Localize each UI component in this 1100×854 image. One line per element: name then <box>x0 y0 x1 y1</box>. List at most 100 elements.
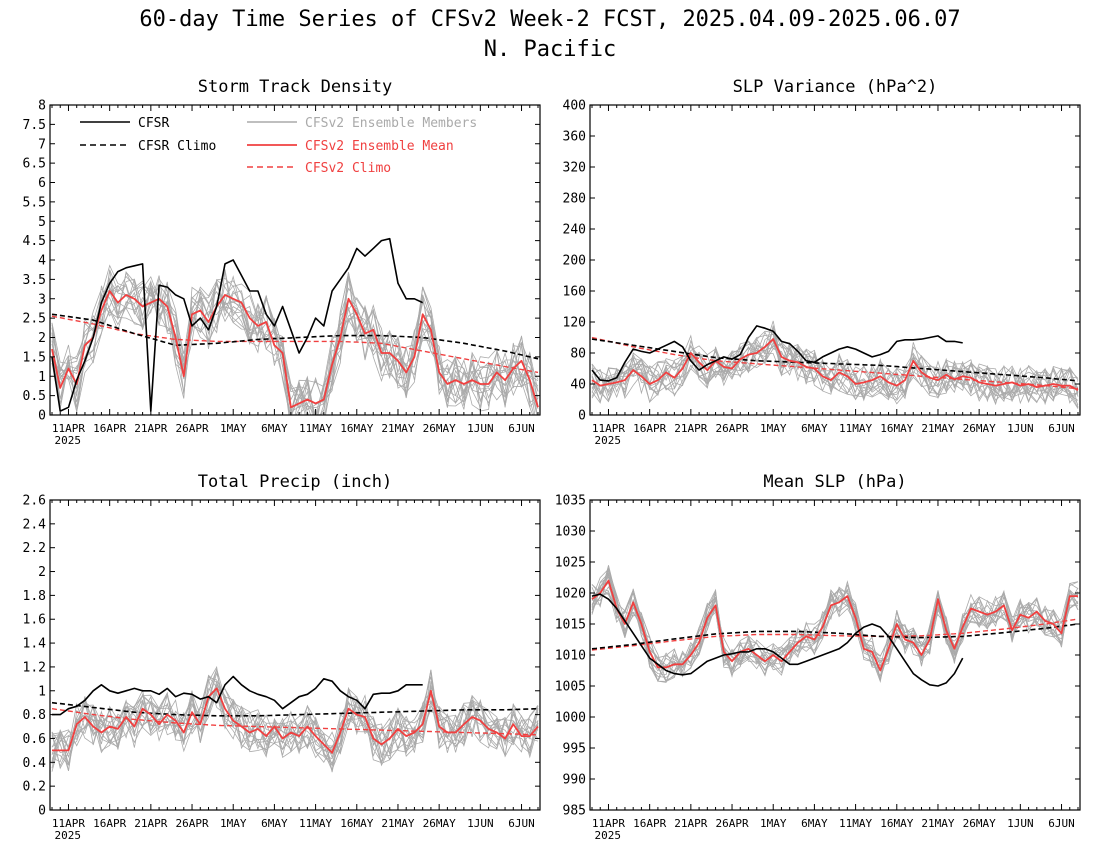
x-tick-label: 26APR <box>715 422 748 435</box>
cfsv2-climo-line <box>591 336 1079 390</box>
y-tick-label: 280 <box>563 192 586 207</box>
x-tick-label: 1MAY <box>760 422 787 435</box>
y-tick-label: 80 <box>570 347 586 362</box>
x-tick-label: 11MAY <box>839 422 872 435</box>
ensemble-member-line <box>51 273 539 415</box>
ensemble-member-line <box>51 264 539 415</box>
y-tick-label: 8 <box>38 99 46 114</box>
y-tick-label: 1010 <box>555 649 586 664</box>
ensemble-member-line <box>591 581 1079 676</box>
legend-label-cfsr: CFSR <box>138 116 169 131</box>
cfsr-climo-line <box>51 701 539 717</box>
ensemble-member-line <box>591 339 1079 399</box>
cfsr-line <box>591 593 964 687</box>
ensemble-member-line <box>51 687 539 768</box>
x-tick-label: 21APR <box>134 422 167 435</box>
y-tick-label: 200 <box>563 254 586 269</box>
y-tick-label: 1020 <box>555 587 586 602</box>
x-tick-label: 6JUN <box>1048 422 1075 435</box>
x-tick-label: 1JUN <box>1007 817 1034 830</box>
x-tick-label: 16MAY <box>340 422 373 435</box>
cfsv2-climo-line <box>51 708 539 736</box>
y-tick-label: 2.4 <box>23 517 47 532</box>
cfsr-climo-line <box>51 313 539 360</box>
cfsr-climo-line <box>591 623 1079 650</box>
y-tick-label: 1005 <box>555 680 586 695</box>
x-tick-label: 1MAY <box>760 817 787 830</box>
x-year-label: 2025 <box>594 434 621 447</box>
x-tick-label: 11MAY <box>299 422 332 435</box>
x-tick-label: 6JUN <box>508 422 535 435</box>
y-tick-label: 2.6 <box>23 494 46 509</box>
x-tick-label: 16MAY <box>340 817 373 830</box>
x-tick-label: 1JUN <box>467 817 494 830</box>
ensemble-mean-line <box>51 290 539 409</box>
y-tick-label: 1030 <box>555 525 586 540</box>
y-tick-label: 2 <box>38 331 46 346</box>
x-tick-label: 11MAY <box>299 817 332 830</box>
cfsr-line <box>51 237 424 412</box>
y-tick-label: 120 <box>563 316 586 331</box>
y-tick-label: 240 <box>563 223 586 238</box>
ensemble-member-line <box>591 586 1079 682</box>
panels: Storm Track Density 0 0.5 1 1.5 2 2.5 3 3.5 4 4.5 5… <box>23 77 1081 842</box>
ensemble-member-line <box>591 570 1079 682</box>
panel-2: SLP Variance (hPa^2) 0 40 80 120 160 200 240 280… <box>563 77 1081 447</box>
y-tick-label: 2.2 <box>23 541 46 556</box>
y-tick-label: 6 <box>38 176 46 191</box>
y-tick-label: 1.5 <box>23 350 46 365</box>
x-tick-label: 11APR <box>52 817 85 830</box>
ensemble-member-line <box>51 271 539 415</box>
ensemble-member-line <box>591 572 1079 680</box>
x-tick-label: 1MAY <box>220 422 247 435</box>
ensemble-mean-line <box>591 338 1079 391</box>
y-tick-label: 1.8 <box>23 589 46 604</box>
figure-title: 60-day Time Series of CFSv2 Week-2 FCST,… <box>139 7 960 32</box>
y-tick-label: 4.5 <box>23 234 46 249</box>
panel-1: Storm Track Density 0 0.5 1 1.5 2 2.5 3 3.5 4 4.5 5… <box>23 77 541 447</box>
y-tick-label: 6.5 <box>23 157 46 172</box>
panel-4: Mean SLP (hPa) 985 990 995 1000 1005 1010 1015 1… <box>555 472 1081 842</box>
ensemble-member-line <box>51 687 539 765</box>
ensemble-member-line <box>591 568 1079 669</box>
x-tick-label: 11APR <box>592 422 625 435</box>
y-tick-label: 2.5 <box>23 312 46 327</box>
y-tick-label: 990 <box>563 773 586 788</box>
legend: CFSR CFSR Climo CFSv2 Ensemble Members C… <box>80 116 477 176</box>
legend-label-cfsr-climo: CFSR Climo <box>138 139 216 154</box>
legend-label-members: CFSv2 Ensemble Members <box>305 116 477 131</box>
y-tick-label: 3 <box>38 292 46 307</box>
x-year-label: 2025 <box>54 829 81 842</box>
x-tick-label: 26MAY <box>963 817 996 830</box>
y-tick-label: 995 <box>563 742 586 757</box>
ensemble-member-line <box>591 576 1079 682</box>
y-tick-label: 40 <box>570 378 586 393</box>
cfsr-line <box>591 325 963 382</box>
ensemble-member-line <box>51 270 539 415</box>
ensemble-member-line <box>591 327 1079 405</box>
panel-title: Storm Track Density <box>198 77 392 97</box>
legend-label-ens-mean: CFSv2 Ensemble Mean <box>305 139 454 154</box>
x-year-label: 2025 <box>594 829 621 842</box>
ensemble-member-line <box>51 278 538 415</box>
x-tick-label: 6MAY <box>261 422 288 435</box>
cfsr-line <box>52 675 423 716</box>
y-tick-label: 360 <box>563 130 586 145</box>
ensemble-member-line <box>51 275 539 415</box>
legend-label-cfsv2-climo: CFSv2 Climo <box>305 161 391 176</box>
ensemble-member-line <box>591 575 1079 677</box>
x-tick-label: 1JUN <box>467 422 494 435</box>
x-tick-label: 11APR <box>592 817 625 830</box>
x-tick-label: 16APR <box>93 422 126 435</box>
x-tick-label: 6MAY <box>801 422 828 435</box>
y-tick-label: 1 <box>38 370 46 385</box>
x-tick-label: 16APR <box>93 817 126 830</box>
cfsv2-climo-line <box>591 618 1079 651</box>
ensemble-member-line <box>51 275 539 415</box>
panel-3: Total Precip (inch) 0 0.2 0.4 0.6 0.8 1 1.2 1.4 1… <box>23 472 541 842</box>
y-tick-label: 1025 <box>555 556 586 571</box>
y-tick-label: 1 <box>38 684 46 699</box>
x-tick-label: 21APR <box>674 817 707 830</box>
y-tick-label: 7.5 <box>23 118 46 133</box>
